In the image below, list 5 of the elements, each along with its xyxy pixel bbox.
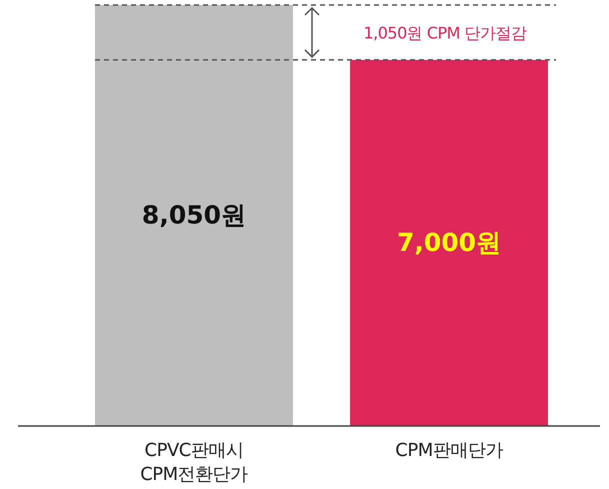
data-label: 8,050원 <box>142 200 246 230</box>
x-tick-label: CPVC판매시 CPM전환단가 <box>140 440 248 485</box>
x-tick-label: CPM판매단가 <box>395 440 504 461</box>
data-label: 7,000원 <box>396 228 502 257</box>
annotation: 1,050원 CPM 단가절감 <box>363 23 528 42</box>
